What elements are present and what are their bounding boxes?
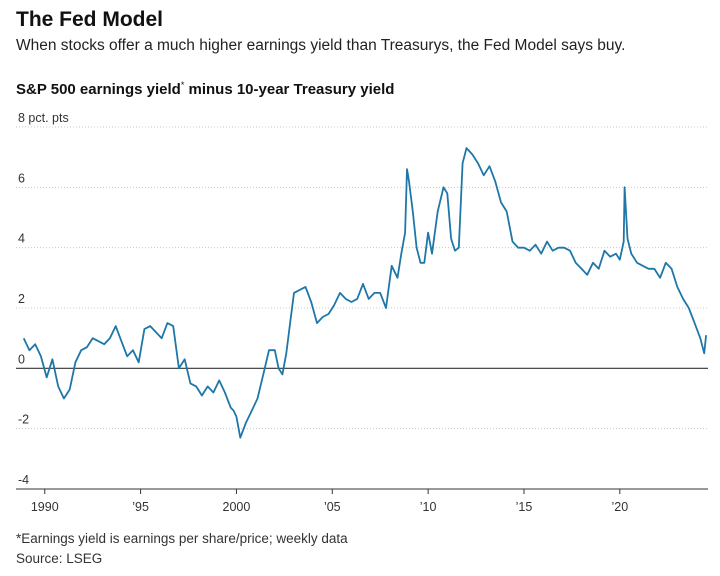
chart-heading-main: S&P 500 earnings yield — [16, 81, 181, 98]
line-chart: 8 pct. pts 6 4 2 0 -2 -4 1990 ’95 2000 ’05 ’10 ’15 ’… — [16, 111, 708, 514]
y-tick-label: 0 — [18, 352, 25, 366]
y-tick-label: 6 — [18, 171, 25, 185]
footnote: *Earnings yield is earnings per share/pr… — [16, 531, 348, 546]
x-tick-label: ’10 — [420, 500, 437, 514]
y-tick-label: 2 — [18, 292, 25, 306]
y-tick-label: -2 — [18, 413, 29, 427]
y-tick-label: 8 pct. pts — [18, 111, 69, 125]
chart-heading-footnote-mark: * — [180, 80, 185, 90]
x-tick-label: ’15 — [516, 500, 533, 514]
y-tick-label: 4 — [18, 232, 25, 246]
y-tick-label: -4 — [18, 473, 29, 487]
grid-lines — [16, 126, 708, 490]
x-tick-label: 1990 — [31, 500, 59, 514]
chart-heading-rest: minus 10-year Treasury yield — [184, 81, 395, 98]
series-line — [22, 147, 707, 439]
y-axis-tick-labels: 8 pct. pts 6 4 2 0 -2 -4 — [18, 111, 69, 487]
x-tick-label: ’05 — [324, 500, 341, 514]
source-note: Source: LSEG — [16, 551, 103, 566]
chart-title: The Fed Model — [16, 8, 163, 31]
x-axis: 1990 ’95 2000 ’05 ’10 ’15 ’20 — [16, 488, 708, 514]
x-tick-label: ’20 — [611, 500, 628, 514]
chart-subtitle: When stocks offer a much higher earnings… — [16, 37, 626, 54]
chart-heading: S&P 500 earnings yield* minus 10-year Tr… — [16, 80, 394, 98]
x-tick-label: ’95 — [132, 500, 149, 514]
x-tick-label: 2000 — [223, 500, 251, 514]
